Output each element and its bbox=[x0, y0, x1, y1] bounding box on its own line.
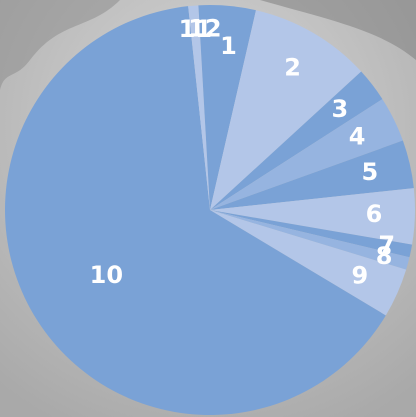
slice-label: 9 bbox=[352, 262, 369, 290]
pie-slice bbox=[4, 6, 386, 416]
slice-label: 8 bbox=[376, 242, 393, 270]
pie-slice bbox=[210, 210, 407, 316]
slice-label: 3 bbox=[332, 95, 349, 123]
pie-slice bbox=[210, 5, 256, 210]
background-photo bbox=[260, 0, 416, 60]
pie-slice bbox=[210, 10, 362, 211]
slice-label: 6 bbox=[366, 200, 383, 228]
pie-slice bbox=[210, 210, 410, 270]
slice-label: 10 bbox=[90, 261, 123, 289]
slice-label: 2 bbox=[284, 53, 301, 81]
slice-label: 1 bbox=[220, 32, 237, 60]
slice-label: 5 bbox=[361, 158, 378, 186]
slice-label: 4 bbox=[349, 122, 366, 150]
pie-slice bbox=[188, 5, 210, 210]
slice-label: 11 bbox=[179, 15, 212, 43]
slice-label: 7 bbox=[378, 231, 395, 259]
pie-slice bbox=[210, 71, 383, 210]
pie-slice bbox=[210, 210, 413, 258]
slice-label: 12 bbox=[188, 15, 221, 43]
pie-slice bbox=[198, 5, 210, 210]
pie-slice bbox=[210, 140, 414, 210]
background-photo bbox=[0, 0, 120, 90]
pie-slice bbox=[210, 99, 403, 210]
pie-slice bbox=[210, 188, 415, 245]
